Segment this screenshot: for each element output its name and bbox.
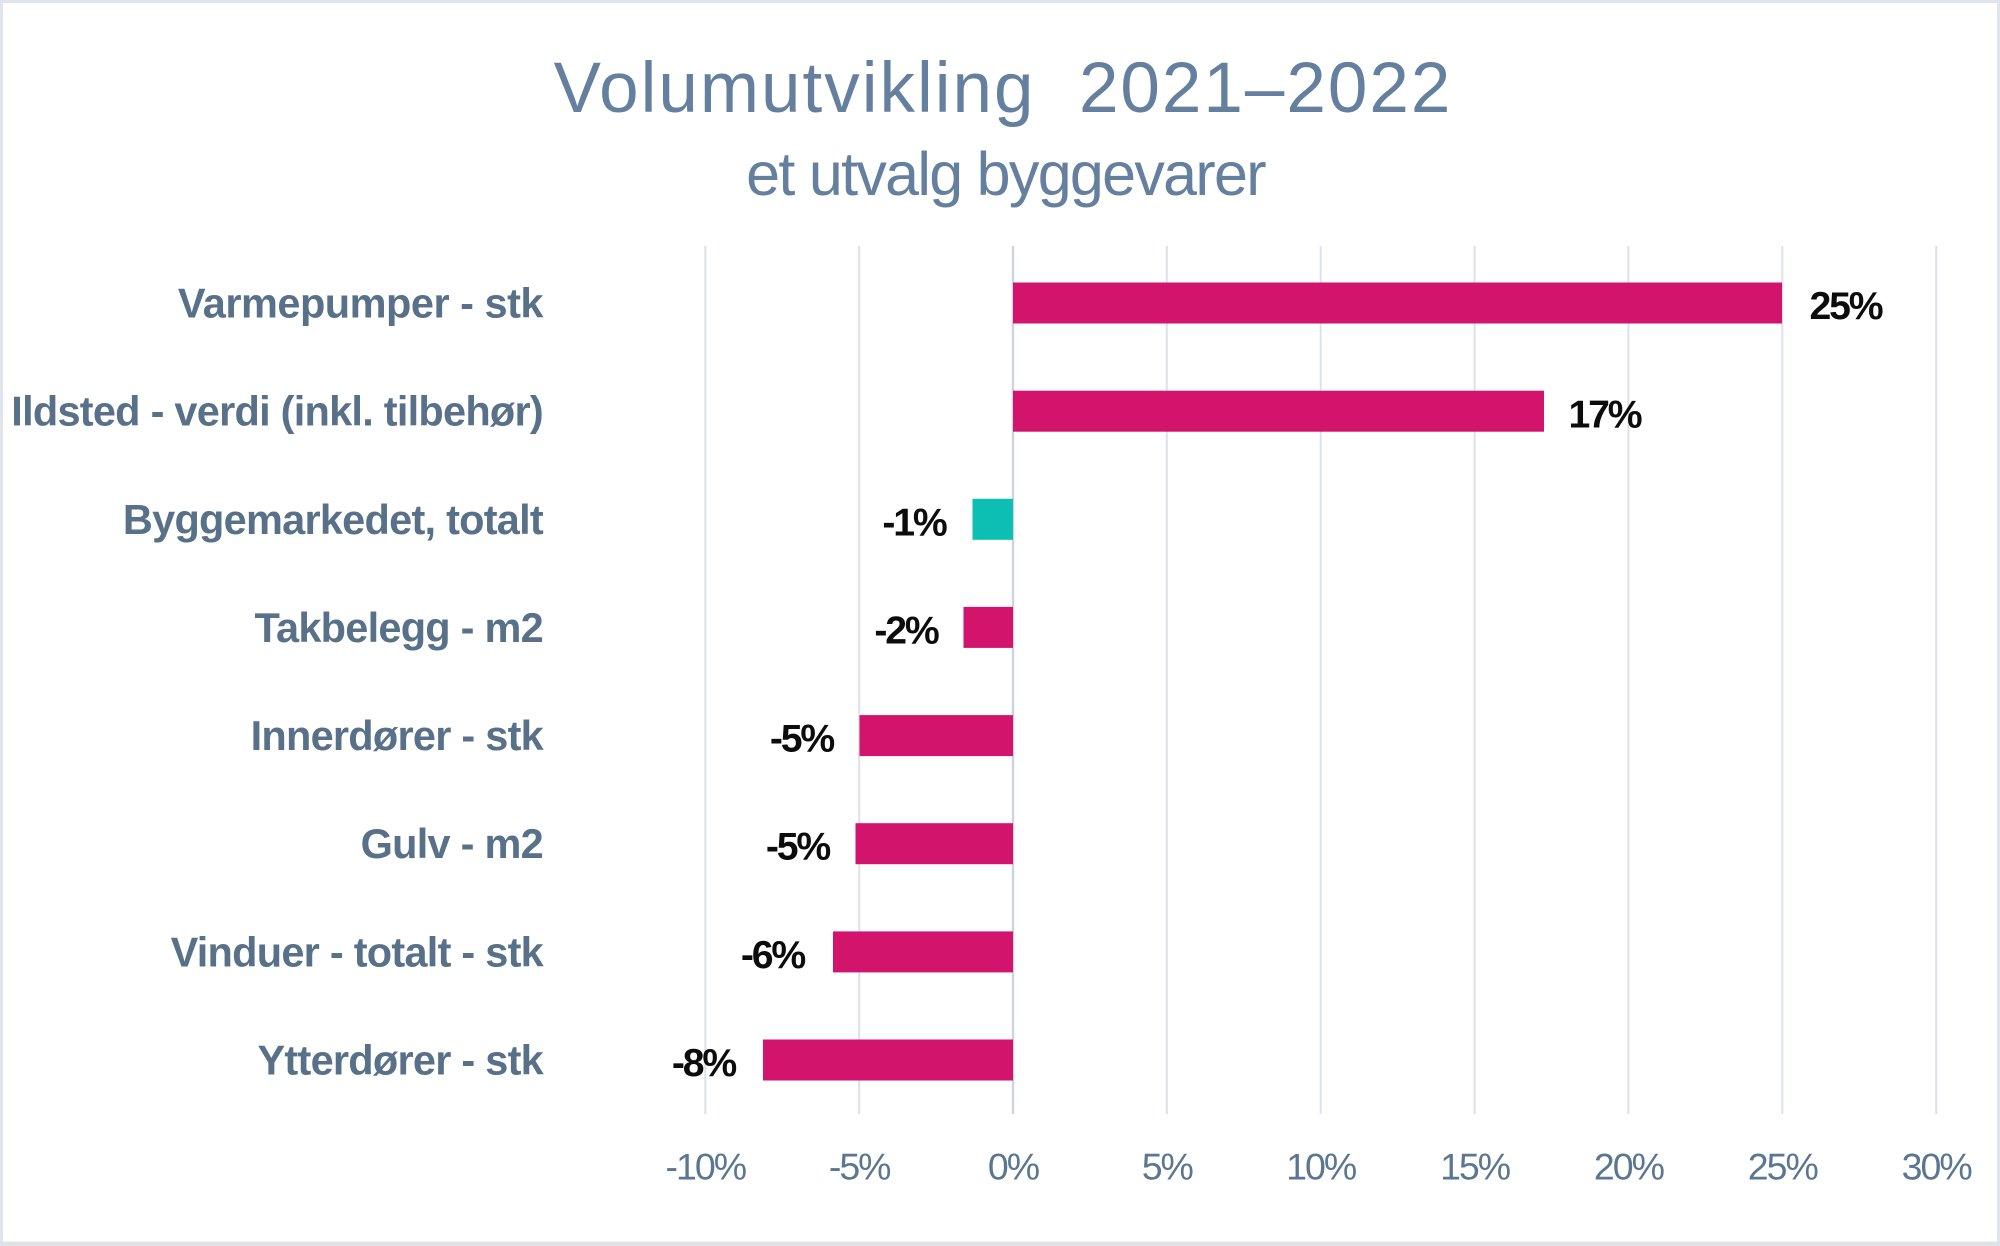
- svg-text:-6%: -6%: [741, 934, 805, 977]
- svg-text:30%: 30%: [1902, 1146, 1972, 1188]
- svg-text:Vinduer - totalt - stk: Vinduer - totalt - stk: [171, 928, 545, 975]
- svg-text:Ytterdører - stk: Ytterdører - stk: [258, 1037, 545, 1084]
- svg-text:-10%: -10%: [666, 1146, 746, 1188]
- svg-text:15%: 15%: [1440, 1146, 1510, 1188]
- svg-text:Ildsted - verdi (inkl. tilbehø: Ildsted - verdi (inkl. tilbehør): [11, 388, 543, 435]
- svg-text:Byggemarkedet, totalt: Byggemarkedet, totalt: [123, 496, 544, 543]
- svg-text:-5%: -5%: [766, 826, 830, 869]
- svg-text:5%: 5%: [1142, 1146, 1193, 1188]
- svg-text:0%: 0%: [988, 1146, 1039, 1188]
- svg-text:Gulv - m2: Gulv - m2: [361, 820, 543, 867]
- svg-text:-2%: -2%: [874, 609, 938, 652]
- svg-text:-1%: -1%: [882, 501, 946, 544]
- svg-text:Volumutvikling 2021–2022: Volumutvikling 2021–2022: [554, 49, 1453, 128]
- svg-text:25%: 25%: [1810, 285, 1883, 328]
- svg-text:25%: 25%: [1748, 1146, 1818, 1188]
- svg-text:-5%: -5%: [829, 1146, 890, 1188]
- svg-text:10%: 10%: [1286, 1146, 1356, 1188]
- svg-text:et utvalg byggevarer: et utvalg byggevarer: [746, 140, 1266, 208]
- svg-text:-5%: -5%: [770, 718, 834, 761]
- svg-text:Takbelegg - m2: Takbelegg - m2: [254, 604, 543, 651]
- svg-text:Varmepumper - stk: Varmepumper - stk: [178, 280, 545, 327]
- svg-text:20%: 20%: [1594, 1146, 1664, 1188]
- svg-text:17%: 17%: [1569, 394, 1642, 437]
- svg-text:Innerdører - stk: Innerdører - stk: [251, 712, 545, 759]
- svg-text:-8%: -8%: [672, 1042, 736, 1085]
